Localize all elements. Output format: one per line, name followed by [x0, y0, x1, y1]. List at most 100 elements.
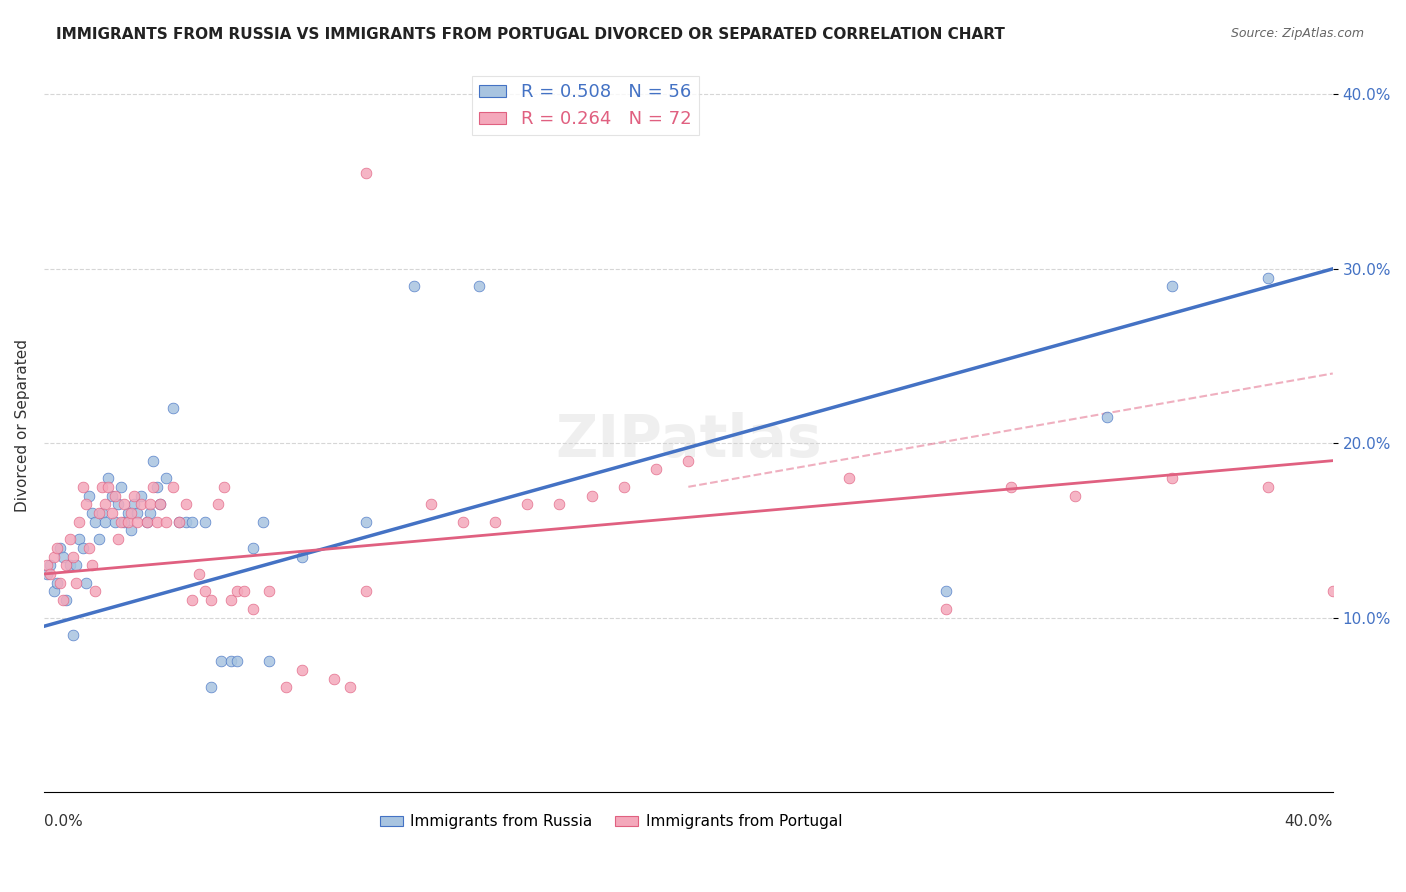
- Point: [259, 584, 281, 599]
- Point: [90, 506, 112, 520]
- Point: [404, 279, 426, 293]
- Point: [62, 549, 84, 564]
- Point: [67, 515, 90, 529]
- Point: [136, 515, 159, 529]
- Point: [110, 515, 132, 529]
- Point: [214, 480, 236, 494]
- Point: [49, 575, 72, 590]
- Point: [114, 497, 136, 511]
- Point: [678, 453, 700, 467]
- Point: [59, 532, 82, 546]
- Point: [122, 497, 145, 511]
- Point: [162, 480, 184, 494]
- Point: [174, 515, 197, 529]
- Legend: Immigrants from Russia, Immigrants from Portugal: Immigrants from Russia, Immigrants from …: [374, 808, 848, 836]
- Point: [1095, 410, 1118, 425]
- Point: [354, 166, 377, 180]
- Point: [87, 506, 110, 520]
- Point: [77, 541, 100, 555]
- Point: [167, 515, 190, 529]
- Point: [129, 497, 152, 511]
- Point: [142, 453, 165, 467]
- Point: [82, 558, 104, 573]
- Point: [120, 506, 142, 520]
- Point: [55, 558, 77, 573]
- Point: [451, 515, 474, 529]
- Point: [187, 566, 209, 581]
- Point: [1064, 489, 1087, 503]
- Point: [39, 558, 62, 573]
- Point: [145, 480, 167, 494]
- Point: [67, 532, 90, 546]
- Point: [1322, 584, 1344, 599]
- Point: [75, 497, 97, 511]
- Point: [209, 654, 232, 668]
- Point: [65, 575, 87, 590]
- Point: [127, 515, 149, 529]
- Point: [114, 515, 136, 529]
- Point: [194, 515, 217, 529]
- Point: [291, 549, 314, 564]
- Point: [139, 497, 162, 511]
- Point: [127, 506, 149, 520]
- Point: [37, 558, 59, 573]
- Point: [87, 532, 110, 546]
- Point: [354, 584, 377, 599]
- Point: [117, 515, 139, 529]
- Point: [1160, 279, 1182, 293]
- Point: [97, 471, 120, 485]
- Point: [1257, 480, 1279, 494]
- Point: [136, 515, 159, 529]
- Point: [45, 575, 67, 590]
- Point: [77, 489, 100, 503]
- Point: [207, 497, 229, 511]
- Text: 40.0%: 40.0%: [1285, 814, 1333, 829]
- Point: [200, 593, 222, 607]
- Point: [107, 532, 129, 546]
- Point: [120, 524, 142, 538]
- Point: [1257, 270, 1279, 285]
- Point: [82, 506, 104, 520]
- Point: [129, 489, 152, 503]
- Point: [100, 506, 122, 520]
- Point: [484, 515, 506, 529]
- Point: [90, 480, 112, 494]
- Point: [645, 462, 668, 476]
- Point: [110, 480, 132, 494]
- Point: [94, 497, 117, 511]
- Point: [322, 672, 344, 686]
- Point: [72, 541, 94, 555]
- Point: [39, 566, 62, 581]
- Point: [37, 566, 59, 581]
- Point: [65, 558, 87, 573]
- Point: [117, 506, 139, 520]
- Text: ZIPatlas: ZIPatlas: [555, 412, 821, 469]
- Point: [174, 497, 197, 511]
- Point: [232, 584, 254, 599]
- Point: [516, 497, 538, 511]
- Point: [1000, 480, 1022, 494]
- Point: [122, 489, 145, 503]
- Point: [84, 584, 107, 599]
- Point: [75, 575, 97, 590]
- Point: [354, 515, 377, 529]
- Point: [59, 558, 82, 573]
- Point: [139, 506, 162, 520]
- Point: [55, 593, 77, 607]
- Point: [155, 471, 177, 485]
- Point: [226, 654, 249, 668]
- Point: [226, 584, 249, 599]
- Point: [162, 401, 184, 416]
- Point: [274, 681, 297, 695]
- Text: 0.0%: 0.0%: [44, 814, 83, 829]
- Point: [149, 497, 172, 511]
- Point: [155, 515, 177, 529]
- Point: [935, 602, 957, 616]
- Point: [200, 681, 222, 695]
- Point: [94, 515, 117, 529]
- Point: [613, 480, 636, 494]
- Point: [149, 497, 172, 511]
- Point: [42, 549, 65, 564]
- Point: [62, 628, 84, 642]
- Point: [219, 593, 242, 607]
